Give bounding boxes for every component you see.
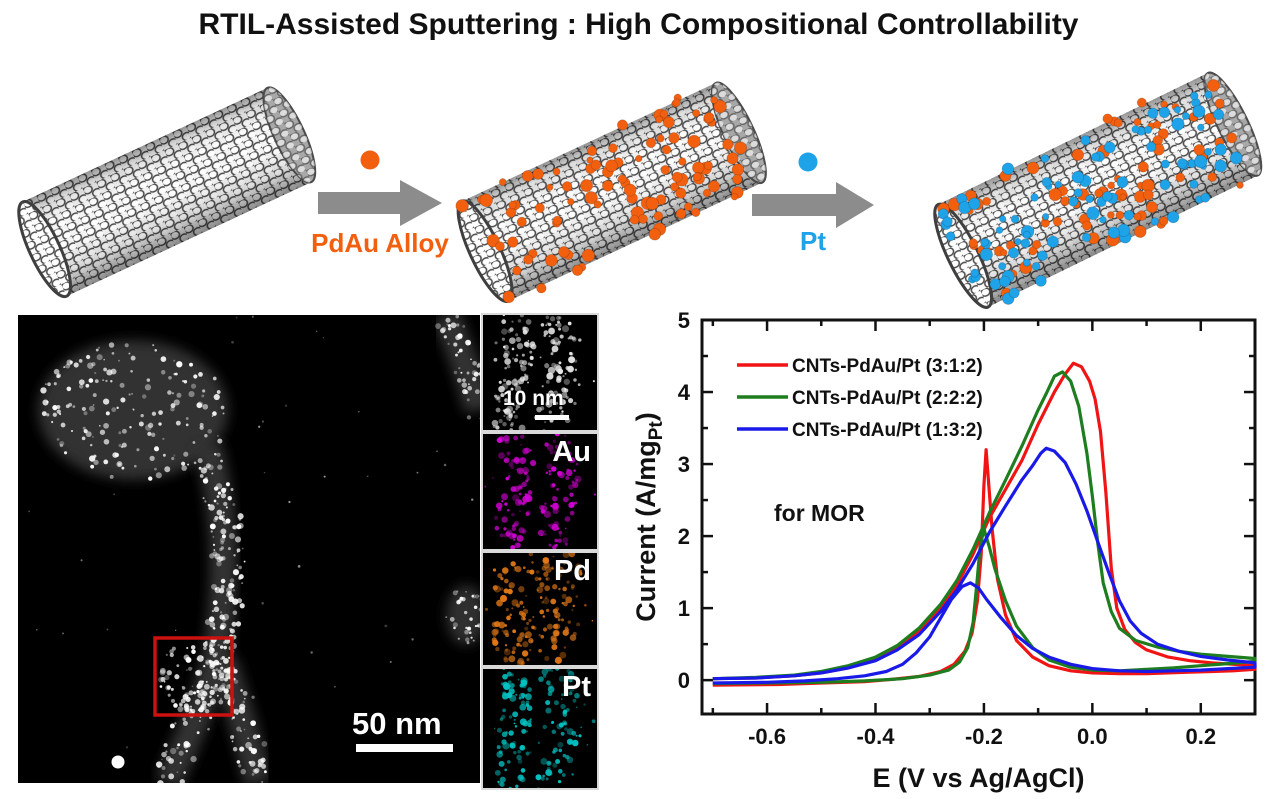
pt-particle-icon bbox=[798, 152, 818, 172]
y-tick-label: 5 bbox=[678, 308, 690, 333]
eds-map-pd-image bbox=[483, 553, 597, 665]
y-tick-label: 3 bbox=[678, 452, 690, 477]
cnt-pdau bbox=[455, 81, 767, 304]
eds-map-au-image bbox=[483, 434, 597, 549]
sputter-arrow-2 bbox=[752, 182, 874, 228]
y-tick-label: 0 bbox=[678, 668, 690, 693]
pdau-alloy-label: PdAu Alloy bbox=[311, 228, 449, 258]
stem-image-panel bbox=[18, 309, 492, 796]
eds-inset-stem-image bbox=[483, 315, 597, 430]
cv-curve-3 bbox=[712, 446, 1257, 685]
eds-map-pt-image bbox=[483, 669, 597, 788]
cnt-sputtering-schematic bbox=[17, 71, 1263, 309]
eds-inset-stem-panel: 10 nm bbox=[481, 313, 599, 432]
pt-step-label: Pt bbox=[800, 226, 826, 256]
inset-scalebar-label: 10 nm bbox=[503, 387, 564, 410]
eds-map-pd-panel: Pd bbox=[481, 551, 599, 667]
stem-dark-field-image bbox=[18, 309, 492, 796]
cnt-pdau-pt bbox=[933, 71, 1263, 309]
roi-box bbox=[153, 636, 234, 717]
y-tick-label: 4 bbox=[678, 380, 691, 405]
mor-cv-chart: -0.6 -0.4 -0.2 0.0 0.2 0 1 2 3 4 5 CNTs-PdAu/Pt (3:… bbox=[631, 308, 1257, 793]
x-tick-label: -0.6 bbox=[748, 724, 786, 749]
bright-particle bbox=[111, 755, 125, 769]
eds-label-pd: Pd bbox=[553, 555, 591, 587]
eds-map-pt-panel: Pt bbox=[481, 667, 599, 790]
inset-scalebar bbox=[535, 415, 569, 420]
y-axis-title: Current (A/mgPt) bbox=[631, 412, 667, 622]
x-tick-label: -0.4 bbox=[857, 724, 896, 749]
eds-label-pt: Pt bbox=[562, 671, 591, 703]
figure-title: RTIL-Assisted Sputtering : High Composit… bbox=[198, 8, 1079, 41]
y-tick-label: 1 bbox=[678, 596, 690, 621]
x-tick-label: -0.2 bbox=[965, 724, 1003, 749]
eds-label-au: Au bbox=[552, 436, 591, 468]
eds-map-au-panel: Au bbox=[481, 432, 599, 551]
cv-curve-2 bbox=[712, 370, 1257, 686]
legend-entry: CNTs-PdAu/Pt (3:1:2) bbox=[792, 356, 983, 377]
legend-entry: CNTs-PdAu/Pt (1:3:2) bbox=[792, 420, 983, 441]
pdau-particle-icon bbox=[360, 150, 380, 170]
legend-entry: CNTs-PdAu/Pt (2:2:2) bbox=[792, 388, 983, 409]
x-tick-label: 0.2 bbox=[1185, 724, 1216, 749]
chart-annotation: for MOR bbox=[774, 500, 865, 526]
cnt-bare bbox=[17, 86, 317, 299]
y-tick-label: 2 bbox=[678, 524, 690, 549]
main-scalebar bbox=[356, 744, 453, 752]
main-scalebar-label: 50 nm bbox=[352, 706, 442, 741]
sputter-arrow-1 bbox=[318, 180, 442, 226]
x-tick-label: 0.0 bbox=[1077, 724, 1108, 749]
x-axis-title: E (V vs Ag/AgCl) bbox=[872, 763, 1084, 793]
